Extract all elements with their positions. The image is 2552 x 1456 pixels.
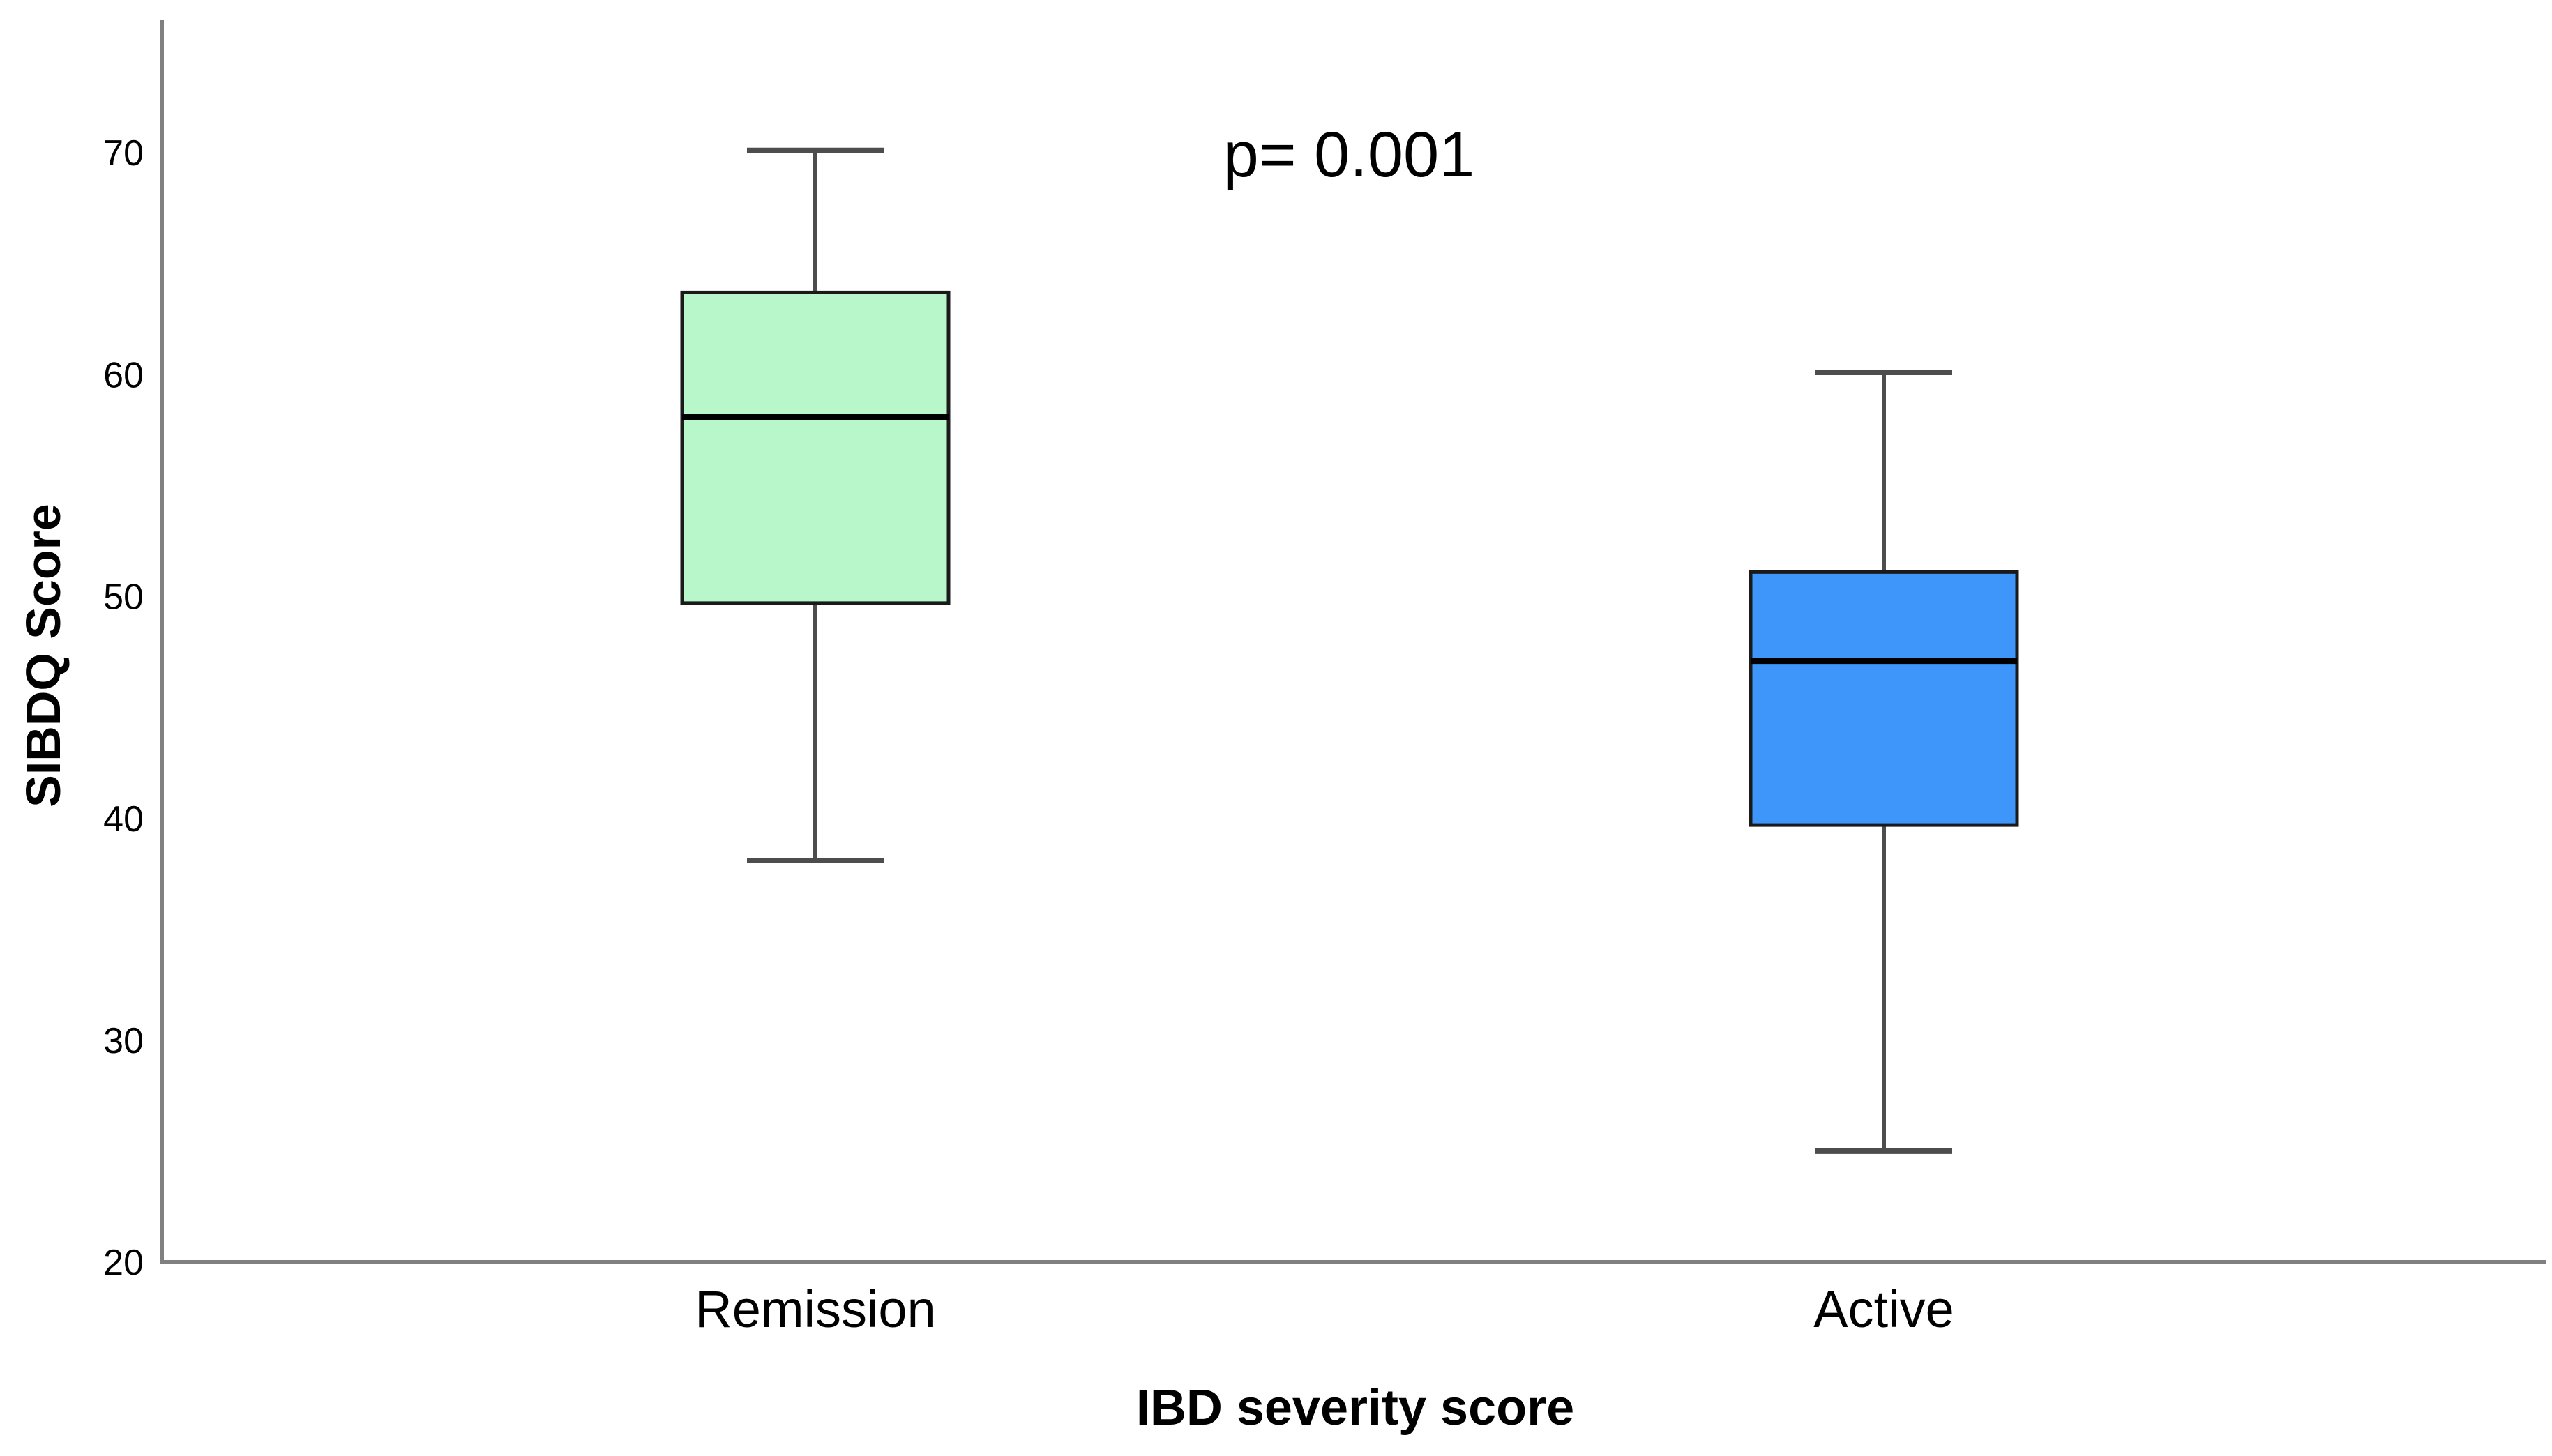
y-tick-label-30: 30 (103, 1021, 144, 1061)
y-tick-label-70: 70 (103, 133, 144, 174)
x-category-label-remission: Remission (695, 1280, 935, 1338)
plot-area: 20 30 40 50 60 70 Remission Active (103, 20, 2546, 1338)
y-tick-label-20: 20 (103, 1243, 144, 1283)
y-tick-label-40: 40 (103, 799, 144, 840)
p-value-annotation: p= 0.001 (1223, 119, 1475, 190)
x-axis-title: IBD severity score (1136, 1380, 1574, 1436)
y-tick-label-50: 50 (103, 577, 144, 618)
iqr-box-active (1749, 570, 2019, 827)
y-tick-label-60: 60 (103, 355, 144, 395)
iqr-box-remission (680, 290, 951, 605)
y-axis-title: SIBDQ Score (16, 503, 70, 807)
x-category-label-active: Active (1813, 1280, 1954, 1338)
